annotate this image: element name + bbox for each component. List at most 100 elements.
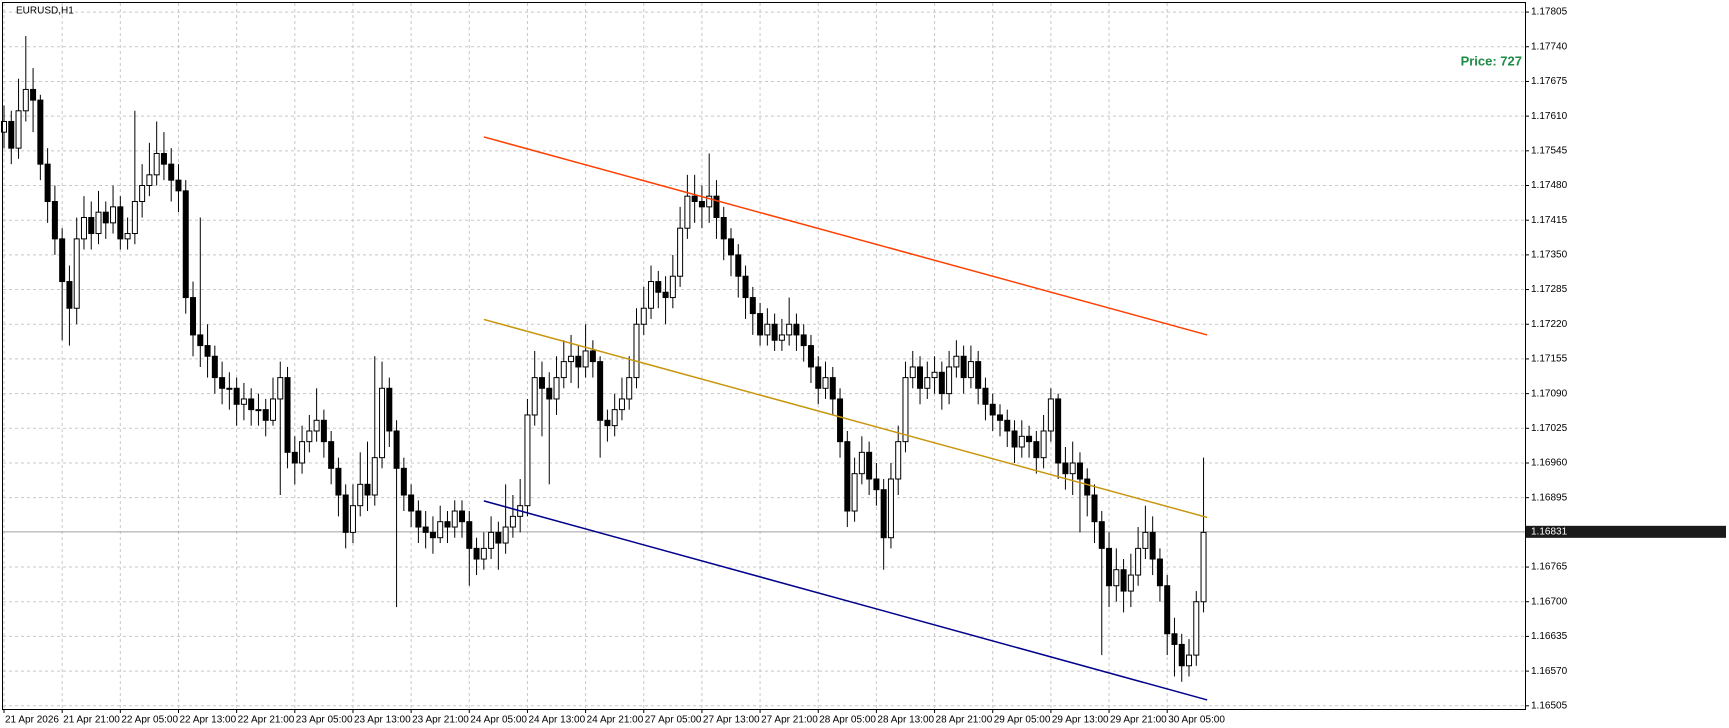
candle-body	[415, 510, 422, 528]
candle-body	[386, 387, 393, 432]
candle-body	[989, 403, 996, 416]
candle-body	[1164, 585, 1171, 635]
chart-title: EURUSD,H1	[16, 6, 74, 17]
y-tick-label: 1.16505	[1531, 700, 1568, 711]
candle-body	[44, 163, 51, 203]
candle-body	[1076, 462, 1083, 480]
y-tick-label: 1.16635	[1531, 631, 1568, 642]
candle-body	[8, 120, 15, 149]
candle-body	[946, 366, 953, 395]
y-tick-label: 1.16570	[1531, 666, 1568, 677]
candle-body	[902, 377, 909, 443]
candle-body	[88, 217, 95, 235]
x-tick-label: 29 Apr 13:00	[1052, 715, 1109, 726]
y-tick-label: 1.17285	[1531, 284, 1568, 295]
y-tick-label: 1.16765	[1531, 562, 1568, 573]
grid	[3, 3, 1525, 709]
candle-body	[51, 201, 58, 240]
y-tick-label: 1.16700	[1531, 596, 1568, 607]
candle-body	[349, 505, 356, 533]
candle-body	[255, 409, 262, 412]
candle-body	[306, 430, 313, 443]
candle-body	[1091, 494, 1098, 523]
candle-body	[371, 457, 378, 496]
candle-body	[1, 120, 7, 133]
candle-body	[698, 201, 705, 208]
candle-body	[996, 414, 1003, 421]
y-tick-label: 1.17415	[1531, 215, 1568, 226]
candle-body	[233, 387, 240, 405]
candle-body	[248, 398, 255, 411]
candle-body	[379, 387, 386, 459]
y-tick-label: 1.16960	[1531, 458, 1568, 469]
candle-body	[735, 254, 742, 277]
candle-body	[1098, 521, 1105, 549]
candle-body	[844, 441, 851, 512]
candle-body	[757, 313, 764, 336]
candle-body	[837, 398, 844, 443]
plot	[1, 36, 1525, 701]
candle-body	[975, 361, 982, 389]
candle-body	[662, 291, 669, 299]
candle-body	[204, 345, 211, 357]
candle-body	[160, 152, 167, 165]
candle-body	[473, 547, 480, 560]
candle-body	[73, 238, 80, 309]
candle-body	[393, 430, 400, 469]
candle-body	[764, 323, 771, 336]
y-tick-label: 1.17805	[1531, 7, 1568, 18]
trend-line	[483, 500, 1208, 701]
trend-line	[483, 318, 1208, 519]
candle-body	[655, 281, 662, 293]
candle-body	[190, 297, 197, 336]
candle-body	[880, 489, 887, 539]
candle-body	[1069, 462, 1076, 475]
candle-body	[66, 281, 73, 309]
candle-body	[313, 419, 320, 432]
candle-body	[618, 398, 625, 411]
candle-body	[793, 323, 800, 336]
candle-body	[778, 334, 785, 341]
candle-body	[153, 152, 160, 176]
candle-body	[909, 366, 916, 379]
x-tick-label: 30 Apr 05:00	[1168, 715, 1225, 726]
candle-body	[691, 195, 698, 203]
candle-body	[80, 217, 87, 240]
candle-body	[538, 377, 545, 389]
candle-body	[1135, 547, 1142, 576]
candle-body	[953, 355, 960, 368]
candle-body	[1004, 419, 1011, 432]
x-tick-label: 29 Apr 21:00	[1110, 715, 1167, 726]
candle-body	[786, 323, 793, 336]
y-tick-label: 1.17545	[1531, 145, 1568, 156]
candle-body	[226, 387, 233, 390]
candle-body	[1120, 569, 1127, 592]
candle-body	[1106, 547, 1113, 587]
candle-body	[524, 414, 531, 507]
x-tick-label: 22 Apr 13:00	[179, 715, 236, 726]
candle-body	[1055, 398, 1062, 464]
candle-body	[1186, 654, 1193, 667]
candle-body	[444, 521, 451, 528]
candle-body	[400, 467, 407, 496]
candle-body	[611, 409, 618, 427]
candle-body	[364, 483, 371, 496]
candle-body	[146, 174, 153, 187]
candle-body	[626, 377, 633, 400]
candle-body	[139, 185, 146, 203]
candle-body	[873, 478, 880, 491]
candle-body	[924, 377, 931, 389]
candle-body	[117, 206, 124, 240]
candle-body	[742, 275, 749, 299]
candle-body	[1156, 558, 1163, 587]
candle-body	[633, 323, 640, 379]
y-tick-label: 1.17220	[1531, 319, 1568, 330]
candle-body	[168, 163, 175, 181]
candle-body	[211, 355, 218, 379]
candle-body	[110, 206, 117, 224]
y-tick-label: 1.17025	[1531, 423, 1568, 434]
candle-body	[546, 387, 553, 400]
candle-body	[931, 371, 938, 379]
candle-body	[648, 281, 655, 309]
